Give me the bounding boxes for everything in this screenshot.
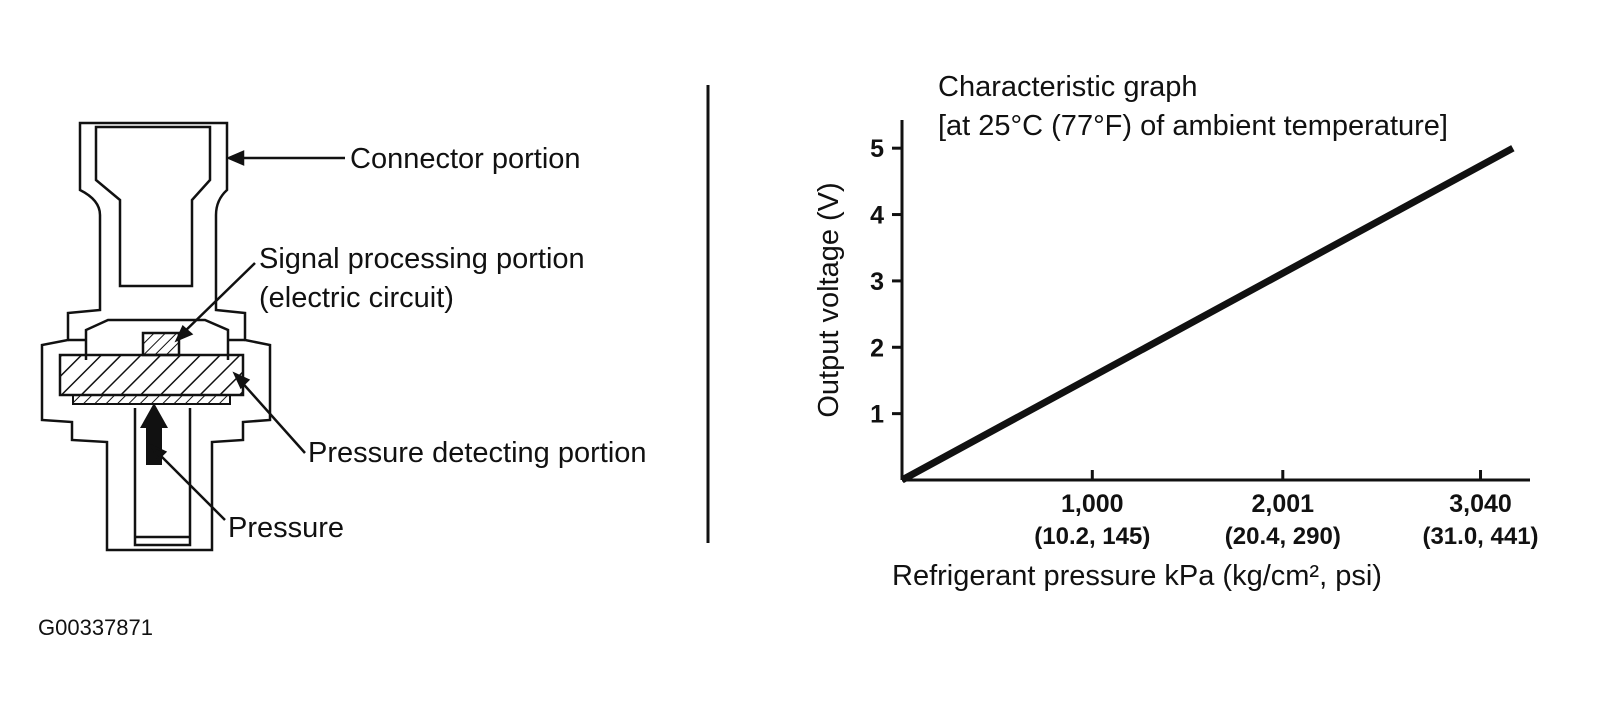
diaphragm-plate	[72, 394, 231, 405]
x-tick-label-2: 3,040	[1449, 490, 1512, 518]
x-tick-label-0: 1,000	[1061, 490, 1124, 518]
pressure-port	[133, 408, 192, 547]
characteristic-chart: Characteristic graph [at 25°C (77°F) of …	[813, 71, 1539, 592]
chart-title: Characteristic graph	[938, 71, 1198, 103]
chart-subtitle: [at 25°C (77°F) of ambient temperature]	[938, 110, 1448, 142]
x-tick-sublabel-1: (20.4, 290)	[1225, 523, 1341, 550]
connector-housing	[40, 121, 272, 552]
pressure-leader	[154, 449, 226, 521]
y-tick-label-4: 4	[870, 202, 884, 230]
electric-circuit-label: (electric circuit)	[259, 282, 454, 314]
x-tick-label-1: 2,001	[1252, 490, 1315, 518]
detecting-leader-arrowhead	[232, 371, 251, 390]
pressure-detecting-element	[58, 353, 245, 397]
y-axis-label: Output voltage (V)	[813, 182, 845, 417]
x-tick-sublabel-0: (10.2, 145)	[1034, 523, 1150, 550]
connector-portion-label: Connector portion	[350, 143, 581, 175]
x-axis-label: Refrigerant pressure kPa (kg/cm², psi)	[892, 560, 1382, 592]
leader-lines	[149, 150, 345, 521]
pressure-label: Pressure	[228, 512, 344, 544]
y-tick-label-5: 5	[870, 135, 884, 163]
signal-leader-arrowhead	[174, 324, 194, 343]
pressure-arrow-icon	[140, 403, 168, 465]
figure-code: G00337871	[38, 615, 153, 640]
y-tick-label-2: 2	[870, 334, 884, 362]
output-voltage-line-0	[900, 145, 1515, 484]
pressure-sensor-drawing	[40, 121, 272, 552]
pressure-detecting-label: Pressure detecting portion	[308, 437, 647, 469]
detecting-leader	[237, 377, 306, 454]
signal-leader	[179, 262, 256, 337]
y-tick-label-1: 1	[870, 401, 884, 429]
connector-cavity	[94, 125, 212, 288]
x-tick-sublabel-2: (31.0, 441)	[1422, 523, 1538, 550]
pressure-leader-arrowhead	[149, 443, 168, 462]
y-tick-label-3: 3	[870, 268, 884, 296]
signal-processing-label: Signal processing portion	[259, 243, 585, 275]
connector-leader-arrowhead	[225, 150, 245, 166]
inner-body	[84, 318, 230, 360]
signal-processing-chip	[141, 331, 181, 357]
